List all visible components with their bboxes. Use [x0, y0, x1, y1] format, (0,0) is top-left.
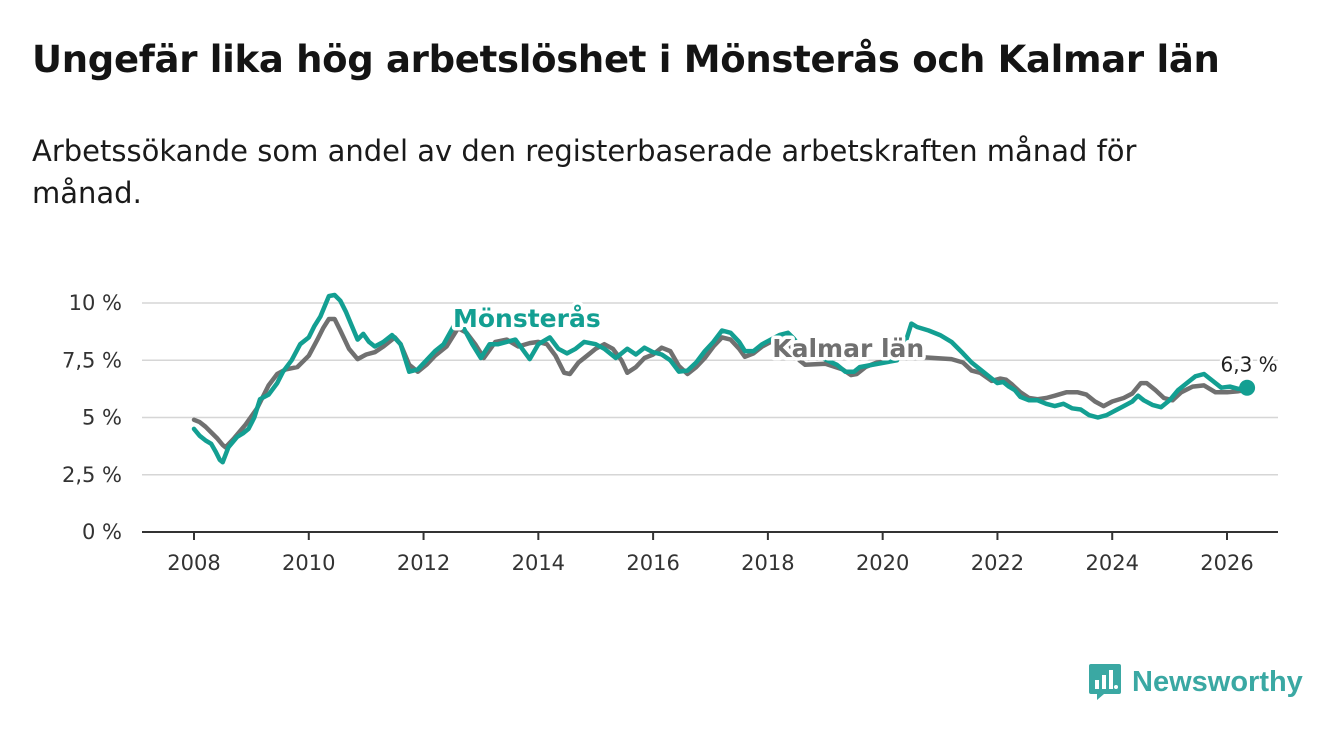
chart-subtitle: Arbetssökande som andel av den registerb… — [32, 134, 1137, 210]
end-value-label: 6,3 % — [1221, 353, 1278, 377]
gridlines — [142, 302, 1278, 476]
series-line-kalmar-l-n — [191, 316, 1250, 450]
x-tick-label: 2012 — [397, 551, 450, 575]
series-label: Kalmar län — [772, 334, 924, 363]
x-tick-label: 2018 — [741, 551, 794, 575]
series-lines — [191, 292, 1250, 465]
axes: 0 % 2,5 % 5 % 7,5 % 10 % 2008 2010 2012 2014 2016… — [62, 291, 1278, 575]
x-tick-label: 2022 — [971, 551, 1024, 575]
y-tick-label: 0 % — [82, 520, 122, 544]
y-tick-label: 10 % — [69, 291, 122, 315]
x-tick-label: 2010 — [282, 551, 335, 575]
series-labels: Mönsterås Kalmar län 6,3 % — [449, 301, 1280, 396]
x-tick-label: 2024 — [1085, 551, 1138, 575]
y-tick-label: 2,5 % — [62, 463, 122, 487]
brand-name: Newsworthy — [1132, 665, 1303, 698]
y-tick-label: 7,5 % — [62, 348, 122, 372]
x-tick-label: 2016 — [626, 551, 679, 575]
brand-logo: Newsworthy — [1088, 660, 1303, 704]
end-point-marker — [1239, 379, 1256, 396]
series-label: Mönsterås — [453, 304, 601, 333]
bar-chart-icon — [1089, 664, 1121, 700]
x-tick-label: 2014 — [512, 551, 565, 575]
series-line-m-nster-s — [191, 292, 1250, 465]
chart-title: Ungefär lika hög arbetslöshet i Mönsterå… — [32, 38, 1220, 81]
x-tick-label: 2020 — [856, 551, 909, 575]
y-tick-label: 5 % — [82, 406, 122, 430]
x-tick-label: 2008 — [167, 551, 220, 575]
x-tick-label: 2026 — [1200, 551, 1253, 575]
